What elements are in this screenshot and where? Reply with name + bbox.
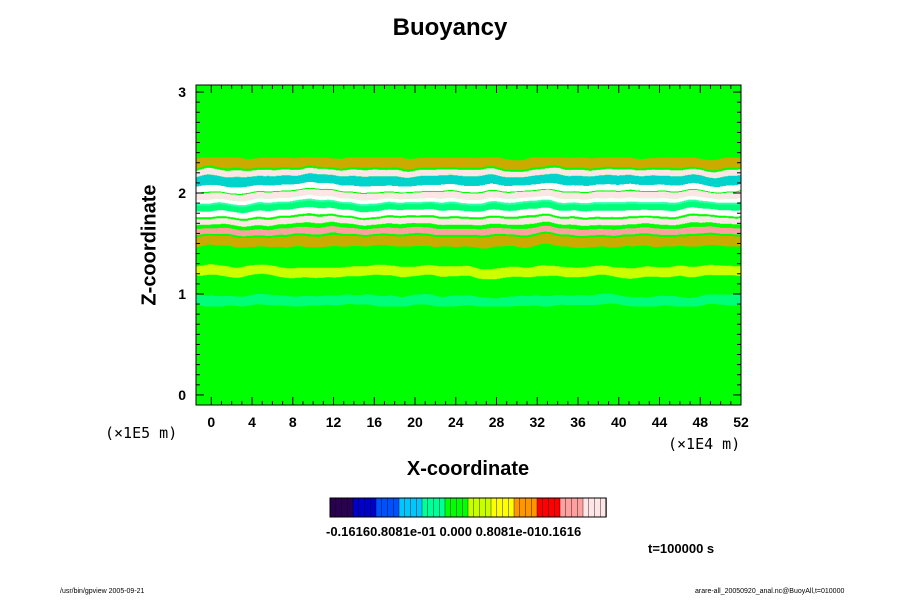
field-band	[196, 184, 741, 191]
colorbar-cell	[588, 497, 596, 518]
colorbar-cell	[427, 497, 435, 518]
colorbar-cell	[387, 497, 394, 518]
field-band	[196, 236, 741, 247]
x-tick-label: 8	[289, 414, 297, 430]
field-band	[196, 175, 741, 186]
x-tick-label: 44	[652, 414, 668, 430]
colorbar-cell	[594, 497, 601, 518]
colorbar-cell	[404, 497, 412, 518]
x-axis-unit: (×1E4 m)	[668, 435, 741, 453]
colorbar-cell	[370, 497, 377, 518]
colorbar-cell	[577, 497, 584, 518]
colorbar-cell	[456, 497, 463, 518]
x-tick-label: 52	[733, 414, 749, 430]
x-tick-label: 16	[366, 414, 382, 430]
footer-source: arare-all_20050920_anal.nc@BuoyAll,t=010…	[695, 588, 845, 595]
x-axis: 0 4 8 12 16 20 24 28 32 36 40 44 48 52	[207, 85, 749, 430]
colorbar-cell	[352, 497, 360, 518]
colorbar-cell	[358, 497, 366, 518]
y-tick-label: 1	[178, 286, 186, 302]
y-tick-label: 2	[178, 185, 186, 201]
colorbar-cell	[450, 497, 458, 518]
colorbar-frame	[329, 497, 607, 518]
x-tick-label: 36	[570, 414, 586, 430]
x-tick-label: 32	[529, 414, 545, 430]
colorbar-cell	[473, 497, 481, 518]
colorbar-cell	[439, 497, 446, 518]
field-band	[196, 210, 741, 217]
y-axis-label: Z-coordinate	[138, 184, 161, 306]
colorbar	[329, 497, 607, 518]
colorbar-cell	[582, 497, 590, 518]
x-tick-label: 20	[407, 414, 423, 430]
colorbar-cell	[490, 497, 498, 518]
y-axis: 0 1 2 3	[178, 84, 741, 403]
x-tick-label: 4	[248, 414, 256, 430]
plot-frame	[195, 84, 742, 406]
x-tick-label: 40	[611, 414, 627, 430]
colorbar-cell	[347, 497, 354, 518]
x-axis-label: X-coordinate	[406, 458, 530, 480]
buoyancy-field	[196, 157, 741, 307]
field-band	[196, 218, 741, 225]
colorbar-cell	[485, 497, 492, 518]
colorbar-cell	[421, 497, 429, 518]
x-tick-label: 0	[207, 414, 215, 430]
colorbar-cell	[329, 497, 337, 518]
colorbar-cell	[542, 497, 550, 518]
x-tick-label: 24	[448, 414, 464, 430]
colorbar-cell	[410, 497, 417, 518]
colorbar-cell	[536, 497, 544, 518]
colorbar-cell	[565, 497, 573, 518]
colorbar-cell	[393, 497, 400, 518]
x-tick-label: 28	[489, 414, 505, 430]
field-band	[196, 296, 741, 307]
colorbar-cell	[375, 497, 383, 518]
colorbar-cell	[519, 497, 527, 518]
field-band	[196, 198, 741, 205]
field-band	[196, 202, 741, 213]
x-tick-label: 48	[692, 414, 708, 430]
colorbar-labels: -0.16160.8081e-01 0.000 0.8081e-010.1616	[326, 524, 582, 539]
colorbar-cell	[508, 497, 515, 518]
x-tick-label: 12	[326, 414, 342, 430]
colorbar-cell	[381, 497, 389, 518]
colorbar-cell	[525, 497, 532, 518]
colorbar-cell	[416, 497, 423, 518]
colorbar-cell	[364, 497, 371, 518]
colorbar-cell	[335, 497, 343, 518]
field-band	[196, 266, 741, 277]
time-label: t=100000 s	[648, 541, 715, 556]
colorbar-cell	[513, 497, 521, 518]
chart-title: Buoyancy	[392, 14, 508, 41]
colorbar-cell	[502, 497, 509, 518]
field-band	[196, 228, 741, 235]
field-band	[196, 157, 741, 168]
colorbar-cell	[496, 497, 504, 518]
field-band	[196, 169, 741, 176]
colorbar-cell	[467, 497, 475, 518]
colorbar-cell	[462, 497, 469, 518]
colorbar-cell	[554, 497, 561, 518]
y-tick-label: 3	[178, 84, 186, 100]
y-tick-label: 0	[178, 387, 186, 403]
colorbar-cell	[433, 497, 440, 518]
colorbar-cell	[571, 497, 578, 518]
field-band	[196, 192, 741, 199]
colorbar-cell	[548, 497, 555, 518]
colorbar-cell	[398, 497, 406, 518]
colorbar-cell	[479, 497, 486, 518]
y-axis-unit: (×1E5 m)	[105, 424, 178, 442]
colorbar-cell	[341, 497, 348, 518]
colorbar-cell	[444, 497, 452, 518]
footer-command: /usr/bin/gpview 2005-09-21	[60, 588, 145, 595]
colorbar-cell	[531, 497, 538, 518]
colorbar-cell	[559, 497, 567, 518]
